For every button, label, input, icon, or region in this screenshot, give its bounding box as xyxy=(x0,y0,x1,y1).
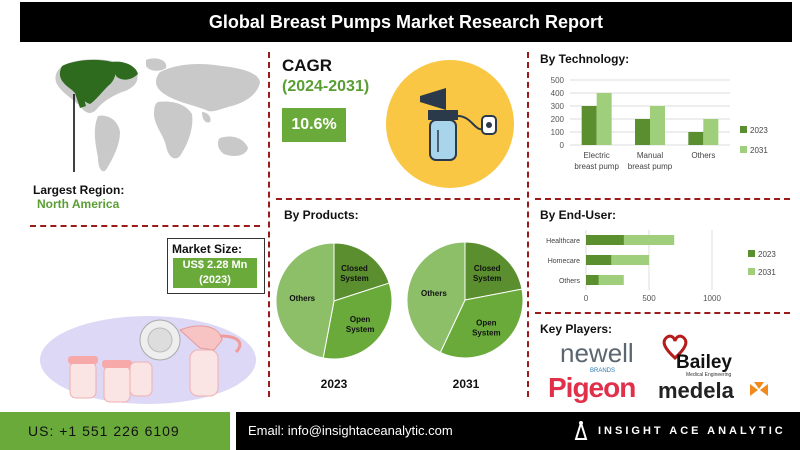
bailey-logo: Bailey xyxy=(676,352,732,373)
tech-category-label: Manual xyxy=(637,151,663,160)
pie-slice-label: System xyxy=(340,274,368,283)
eu-bar-2023 xyxy=(586,235,624,245)
eu-legend-swatch xyxy=(748,268,755,275)
north-america-highlight xyxy=(59,59,116,104)
breast-pump-illustration xyxy=(40,316,256,404)
eu-legend-label: 2023 xyxy=(758,250,776,259)
tech-ytick: 300 xyxy=(551,102,565,111)
phone-text: US: +1 551 226 6109 xyxy=(28,423,180,439)
tech-bar-2023 xyxy=(635,119,650,145)
tech-ytick: 200 xyxy=(551,115,565,124)
pie-slice xyxy=(333,242,390,302)
pie-slice-label: Open xyxy=(350,315,371,324)
end-user-title: By End-User: xyxy=(540,208,617,222)
tech-ytick: 0 xyxy=(560,141,565,150)
tech-legend-swatch xyxy=(740,146,747,153)
heart-icon xyxy=(662,334,688,360)
tech-legend-swatch xyxy=(740,126,747,133)
end-user-chart: 0 500 1000 Healthcare Homecare Others 2023 20… xyxy=(546,230,776,303)
pie-slice xyxy=(406,241,466,354)
pie-slice-label: Others xyxy=(289,294,315,303)
tech-bar-2031 xyxy=(650,106,665,145)
region-value: North America xyxy=(37,197,120,211)
eu-legend-swatch xyxy=(748,250,755,257)
bailey-sub: Medical Engineering xyxy=(686,372,732,378)
pie-slice-label: Closed xyxy=(474,264,501,273)
market-size-year: (2023) xyxy=(199,274,231,286)
pie-slice xyxy=(464,241,523,301)
eu-category-label: Homecare xyxy=(548,258,580,265)
technology-title: By Technology: xyxy=(540,52,630,66)
page-title: Global Breast Pumps Market Research Repo… xyxy=(20,2,792,42)
pump-icon xyxy=(386,60,514,188)
pie-slice-label: System xyxy=(472,328,500,337)
pie-slice-label: Closed xyxy=(341,264,368,273)
newell-brands-sub: BRANDS xyxy=(590,368,616,374)
pie-slice-label: Open xyxy=(476,318,497,327)
eu-bar-2031 xyxy=(586,255,649,265)
tech-ytick: 500 xyxy=(551,76,565,85)
eu-category-label: Others xyxy=(559,278,581,285)
tech-category-label: breast pump xyxy=(628,162,673,171)
pigeon-logo: Pigeon xyxy=(548,372,636,403)
pie-slice xyxy=(275,242,335,359)
market-size-box: US$ 2.28 Mn (2023) xyxy=(173,258,257,288)
medela-logo: medela xyxy=(658,378,734,403)
eu-bar-2023 xyxy=(586,275,599,285)
tech-legend-label: 2023 xyxy=(750,126,768,135)
medela-mark-icon xyxy=(750,382,768,396)
brand-text: INSIGHT ACE ANALYTIC xyxy=(598,425,786,437)
eu-bar-2031 xyxy=(586,235,675,245)
eu-xtick: 1000 xyxy=(703,294,721,303)
tech-category-label: breast pump xyxy=(574,162,619,171)
insight-logo-icon xyxy=(574,421,588,440)
tech-bar-2031 xyxy=(703,119,719,145)
footer-bar: Email: info@insightaceanalytic.com INSIG… xyxy=(236,412,800,450)
pie-2023-year: 2023 xyxy=(321,377,348,391)
tech-bar-2023 xyxy=(581,106,597,145)
footer-phone: US: +1 551 226 6109 xyxy=(0,412,230,450)
email-text: Email: info@insightaceanalytic.com xyxy=(248,423,453,438)
divider-tech xyxy=(535,198,790,200)
eu-xtick: 0 xyxy=(584,294,589,303)
tech-bar-2031 xyxy=(596,93,612,145)
tech-legend-label: 2031 xyxy=(750,146,768,155)
cagr-period: (2024-2031) xyxy=(282,78,370,95)
products-title: By Products: xyxy=(284,208,359,222)
pie-slice xyxy=(322,282,393,360)
pie-slice-label: Others xyxy=(421,289,447,298)
pie-slice xyxy=(439,288,524,359)
technology-chart: 0 100 200 300 400 500 Electric breast pump Manu… xyxy=(551,76,769,171)
pie-2031-year: 2031 xyxy=(453,377,480,391)
eu-legend-label: 2031 xyxy=(758,268,776,277)
tech-bar-2023 xyxy=(688,132,704,145)
divider-cagr xyxy=(276,198,520,200)
tech-ytick: 100 xyxy=(551,128,565,137)
eu-bar-2023 xyxy=(586,255,612,265)
divider-left xyxy=(268,52,270,397)
divider-region xyxy=(30,225,260,227)
world-map xyxy=(55,58,260,172)
cagr-value: 10.6% xyxy=(282,108,346,142)
market-size-value: US$ 2.28 Mn xyxy=(182,259,248,271)
divider-right xyxy=(527,52,529,397)
tech-category-label: Electric xyxy=(584,151,610,160)
pie-slice-label: System xyxy=(473,274,501,283)
region-label: Largest Region: xyxy=(33,183,125,197)
key-players-title: Key Players: xyxy=(540,322,613,336)
cagr-title: CAGR xyxy=(282,56,333,75)
tech-category-label: Others xyxy=(691,151,715,160)
divider-enduser xyxy=(535,312,790,314)
market-size-frame xyxy=(167,238,265,294)
tech-ytick: 400 xyxy=(551,89,565,98)
eu-category-label: Healthcare xyxy=(546,238,580,245)
eu-bar-2031 xyxy=(586,275,624,285)
market-size-label: Market Size: xyxy=(172,242,243,256)
newell-logo: newell xyxy=(560,338,634,368)
eu-xtick: 500 xyxy=(642,294,656,303)
pie-slice-label: System xyxy=(346,325,374,334)
